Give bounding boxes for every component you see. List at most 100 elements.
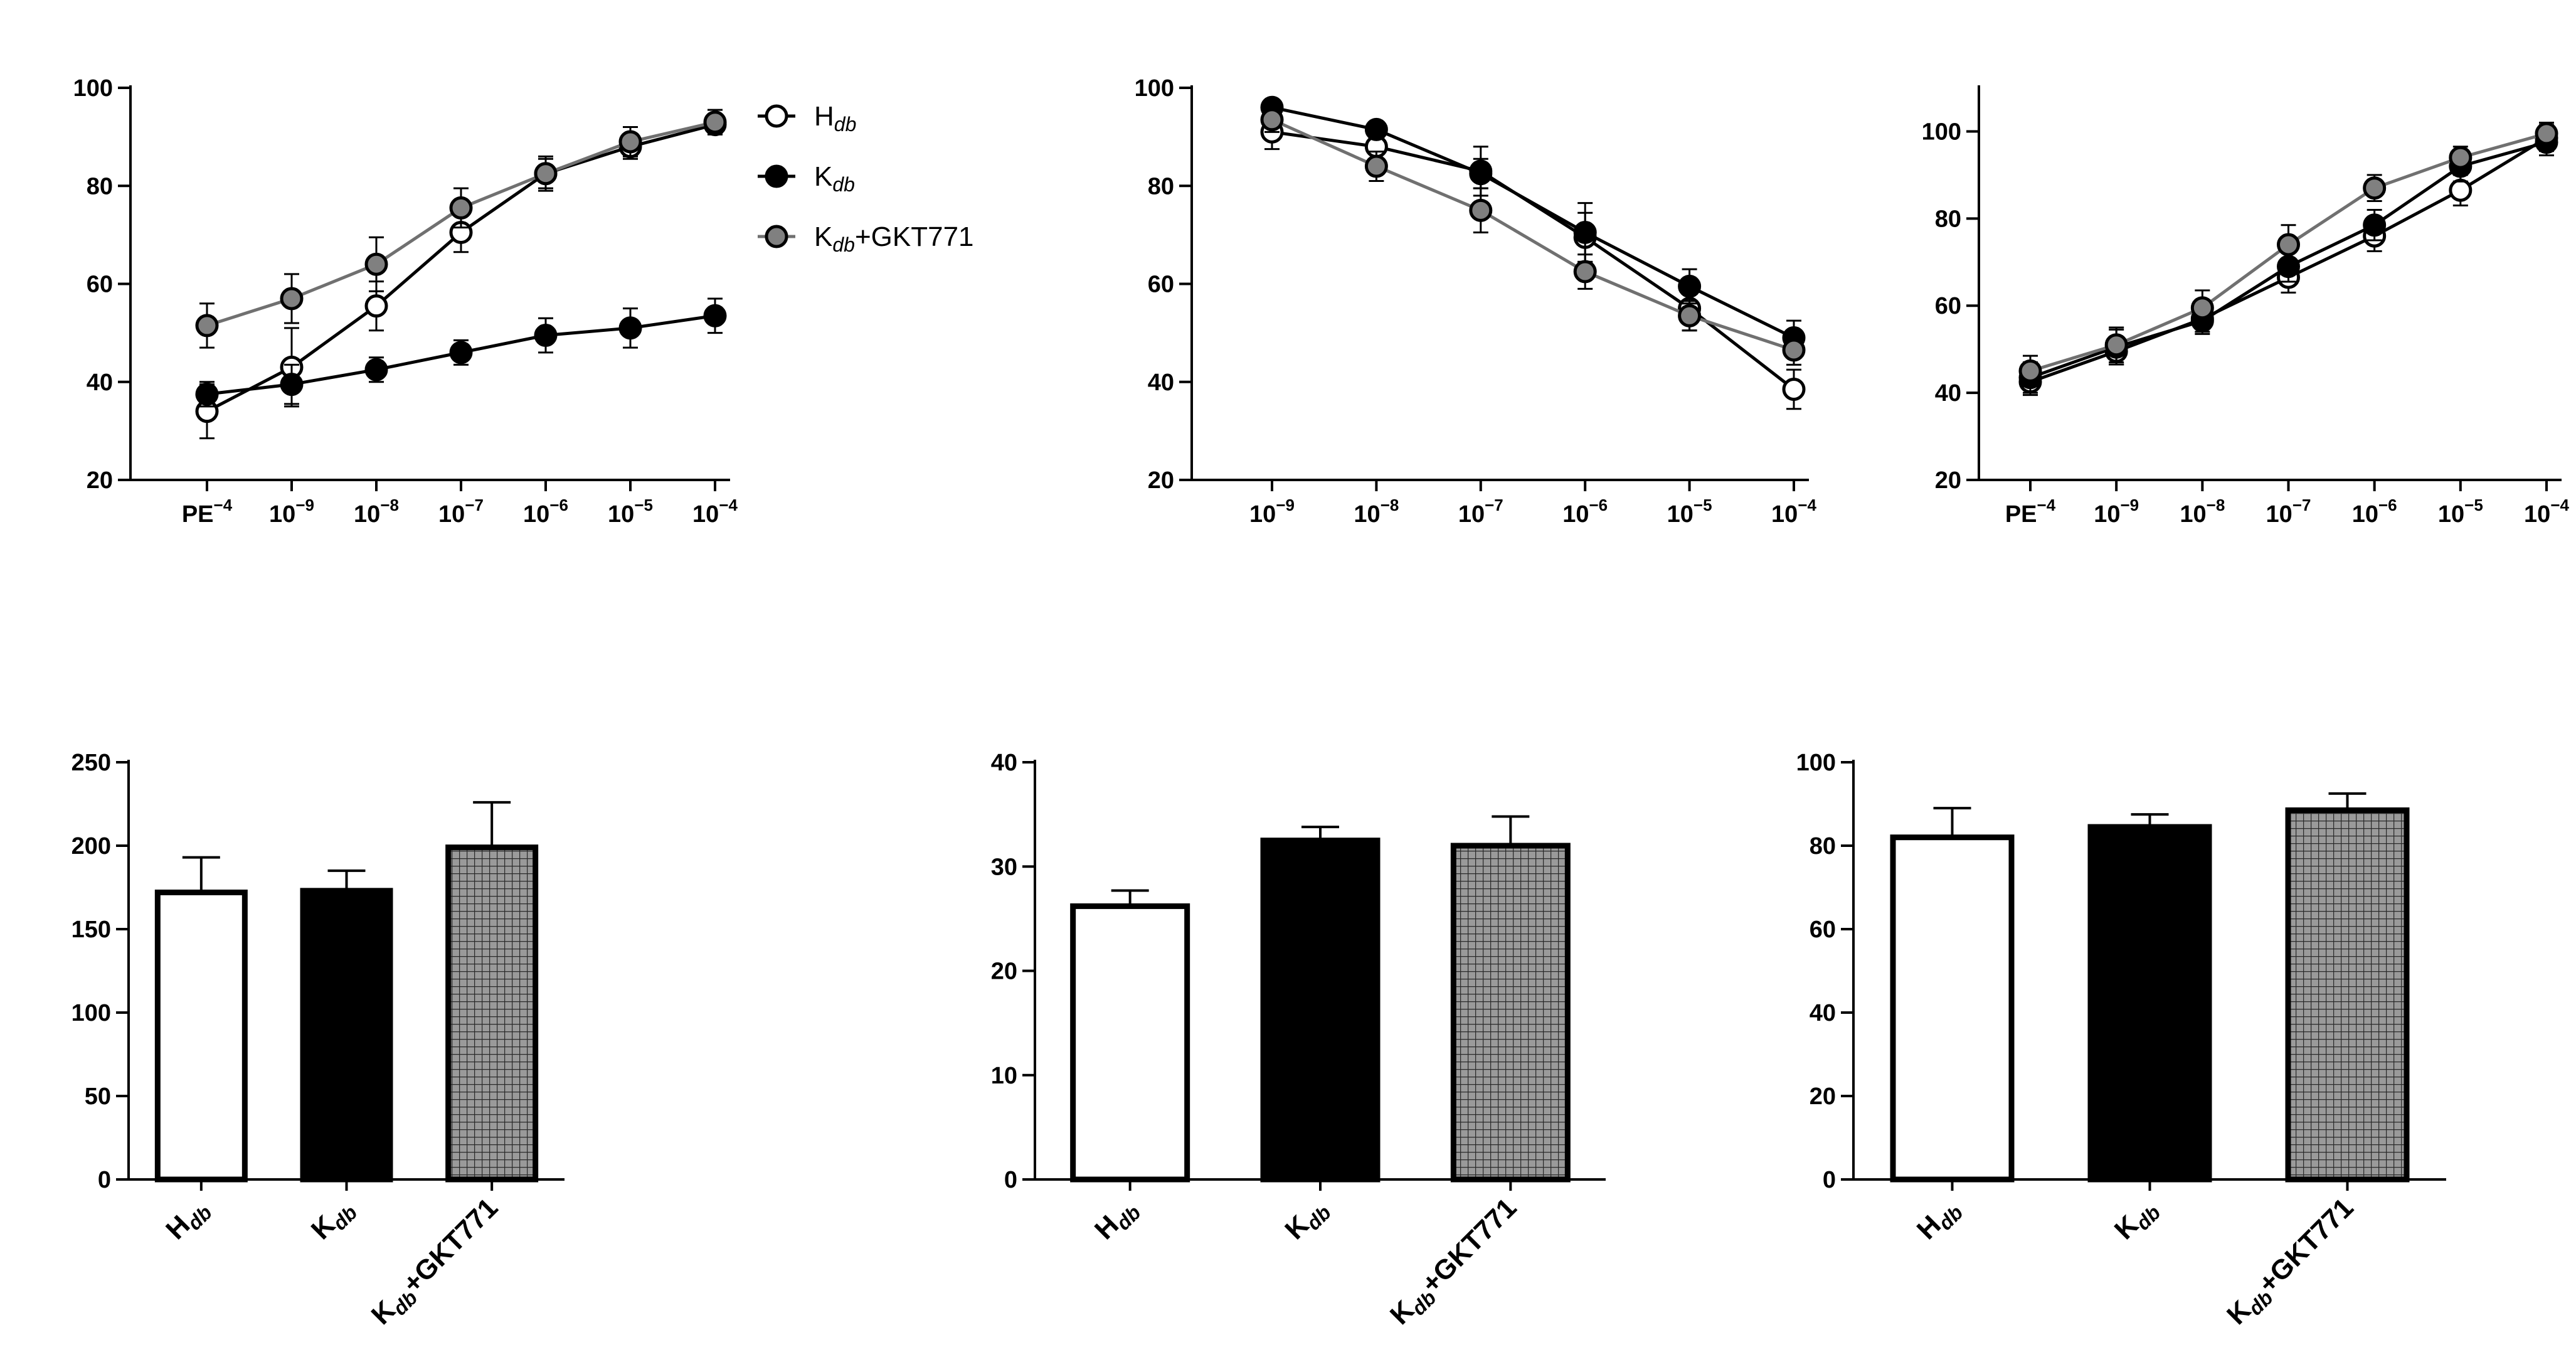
x-tick-label: 10−5 (2438, 496, 2483, 528)
data-point (2363, 213, 2387, 237)
legend-label: Hdb (814, 101, 856, 136)
y-tick-label: 20 (87, 467, 113, 494)
data-point (195, 314, 219, 338)
y-tick-label: 200 (72, 833, 111, 859)
data-point (1364, 117, 1388, 141)
x-category-label: Kdb+GKT771 (1384, 1192, 1525, 1333)
data-point (364, 252, 388, 276)
y-tick-label: 10 (991, 1063, 1017, 1089)
y-tick-label: 250 (72, 750, 111, 776)
x-tick-label: 10−6 (523, 496, 568, 528)
data-point (1678, 304, 1702, 327)
data-point (1260, 108, 1284, 132)
bar (1070, 903, 1190, 1183)
bar (300, 888, 393, 1183)
x-tick-label: PE−4 (2005, 496, 2056, 528)
x-tick-label: 10−7 (2266, 496, 2311, 528)
x-category-label: Kdb+GKT771 (2221, 1192, 2362, 1333)
y-tick-label: 20 (1935, 467, 1961, 494)
data-point (449, 196, 473, 220)
y-tick-label: 40 (1935, 380, 1961, 407)
y-tick-label: 0 (1004, 1167, 1017, 1193)
x-tick-label: 10−8 (1354, 496, 1399, 528)
panel-e: 0 10 20 30 40 Hdb Kdb Kdb+GKT771 (991, 750, 1606, 1333)
data-point (1782, 338, 1806, 362)
data-point (2449, 178, 2473, 202)
bar (1450, 843, 1571, 1183)
bar (445, 844, 539, 1183)
data-point (2449, 146, 2473, 169)
x-tick-label: 10−9 (2094, 496, 2139, 528)
series-hdb (1260, 114, 1806, 410)
x-category-label: Hdb (1911, 1192, 1968, 1248)
series-line (1271, 105, 1795, 339)
data-point (534, 162, 558, 186)
x-tick-label: 10−7 (438, 496, 484, 528)
legend-label: Kdb+GKT771 (814, 221, 974, 256)
data-point (618, 130, 642, 154)
y-tick-label: 80 (1935, 206, 1961, 232)
y-tick-label: 20 (1810, 1083, 1836, 1110)
data-point (618, 316, 642, 340)
x-category-label: Kdb+GKT771 (366, 1192, 507, 1333)
y-tick-label: 0 (98, 1167, 111, 1193)
panel-c: 20 40 60 80 100 PE−4 10−9 10−8 10−7 10−6 10−5 10−4 (1922, 85, 2569, 528)
data-point (534, 324, 558, 348)
data-point (1364, 154, 1388, 178)
legend-item: Kdb (758, 161, 855, 196)
x-tick-label: 10−5 (608, 496, 653, 528)
x-category-label: Hdb (160, 1192, 216, 1248)
data-point (1469, 162, 1493, 186)
x-tick-label: 10−7 (1458, 496, 1503, 528)
bar (154, 889, 248, 1183)
y-tick-label: 40 (1810, 1000, 1836, 1026)
y-tick-label: 100 (1922, 119, 1961, 145)
y-tick-label: 40 (87, 370, 113, 396)
x-tick-label: 10−6 (2352, 496, 2397, 528)
legend: Hdb Kdb Kdb+GKT771 (758, 101, 974, 256)
y-tick-label: 60 (1810, 917, 1836, 943)
data-point (703, 304, 727, 327)
bar (1890, 834, 2015, 1183)
y-tick-label: 40 (991, 750, 1017, 776)
y-tick-label: 20 (1148, 467, 1174, 494)
data-point (2104, 333, 2128, 357)
y-tick-label: 20 (991, 959, 1017, 985)
x-tick-label: 10−8 (354, 496, 399, 528)
y-tick-label: 40 (1148, 370, 1174, 396)
series-line (1271, 118, 1794, 352)
y-tick-label: 60 (1148, 272, 1174, 298)
x-category-label: Kdb (305, 1192, 362, 1248)
panel-a: 20 40 60 80 100 PE−4 10−9 10−8 10−7 10−6 10−5 10−4 (73, 75, 738, 528)
data-point (364, 358, 388, 381)
panel-b: 20 40 60 80 100 10−9 10−8 10−7 10−6 10−5 10−4 (1135, 75, 1817, 528)
data-point (2190, 296, 2214, 320)
data-point (1782, 377, 1806, 401)
data-point (280, 373, 304, 396)
x-tick-label: 10−8 (2180, 496, 2225, 528)
data-point (195, 382, 219, 406)
x-tick-label: 10−9 (1249, 496, 1295, 528)
x-tick-label: PE−4 (182, 496, 233, 528)
y-tick-label: 50 (85, 1083, 111, 1110)
x-category-label: Hdb (1089, 1192, 1145, 1248)
bar (2285, 807, 2410, 1183)
y-tick-label: 150 (72, 917, 111, 943)
x-category-label: Kdb (2109, 1192, 2165, 1248)
data-point (364, 294, 388, 318)
data-point (2535, 122, 2558, 146)
data-point (280, 287, 304, 311)
y-tick-label: 100 (73, 75, 113, 102)
series-kdb (1260, 95, 1806, 356)
series-kdb (195, 297, 727, 408)
y-tick-label: 100 (72, 1000, 111, 1026)
y-tick-label: 60 (1935, 293, 1961, 319)
legend-marker (765, 104, 788, 128)
x-tick-label: 10−6 (1562, 496, 1608, 528)
y-tick-label: 80 (1148, 173, 1174, 200)
x-tick-label: 10−9 (269, 496, 314, 528)
series-hdb (195, 113, 727, 440)
data-point (1573, 220, 1597, 244)
x-tick-label: 10−4 (1771, 496, 1816, 528)
